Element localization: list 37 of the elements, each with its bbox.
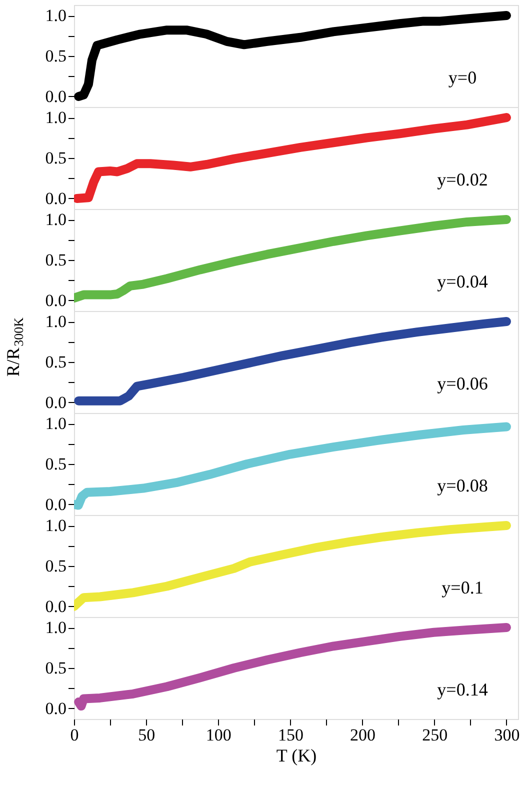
y-tick-label: 0.0 — [45, 188, 66, 208]
y-tick-label: 0.5 — [45, 352, 66, 372]
y-tick-label: 1.0 — [45, 414, 66, 434]
x-tick-label: 100 — [206, 726, 232, 744]
x-axis-title: T (K) — [276, 746, 317, 766]
y-tick-label: 1.0 — [45, 210, 66, 230]
x-tick-label: 0 — [70, 726, 79, 744]
annotation: y=0 — [448, 67, 477, 88]
y-tick-label: 1.0 — [45, 108, 66, 128]
y-tick-label: 0.5 — [45, 556, 66, 576]
y-tick-label: 0.0 — [45, 86, 66, 106]
y-tick-label: 1.0 — [45, 312, 66, 332]
annotation: y=0.04 — [437, 271, 488, 292]
y-tick-label: 0.0 — [45, 290, 66, 310]
y-tick-label: 0.5 — [45, 148, 66, 168]
y-tick-label: 0.0 — [45, 494, 66, 514]
y-tick-label: 0.5 — [45, 46, 66, 66]
y-tick-label: 0.0 — [45, 392, 66, 412]
y-tick-label: 0.5 — [45, 658, 66, 678]
y-tick-label: 1.0 — [45, 516, 66, 536]
y-tick-label: 0.5 — [45, 250, 66, 270]
x-tick-label: 300 — [494, 726, 520, 744]
annotation: y=0.06 — [437, 373, 488, 394]
x-tick-label: 50 — [138, 726, 156, 744]
x-tick-label: 250 — [422, 726, 448, 744]
y-axis-title: R/R300K — [3, 316, 26, 377]
annotation: y=0.08 — [437, 475, 488, 496]
annotation: y=0.02 — [437, 169, 488, 190]
y-tick-label: 1.0 — [45, 618, 66, 638]
annotation: y=0.14 — [437, 679, 488, 700]
y-tick-label: 1.0 — [45, 6, 66, 26]
x-tick-label: 150 — [278, 726, 304, 744]
y-tick-label: 0.0 — [45, 596, 66, 616]
y-tick-label: 0.0 — [45, 698, 66, 718]
annotation: y=0.1 — [442, 577, 484, 598]
x-tick-label: 200 — [350, 726, 376, 744]
y-tick-label: 0.5 — [45, 454, 66, 474]
